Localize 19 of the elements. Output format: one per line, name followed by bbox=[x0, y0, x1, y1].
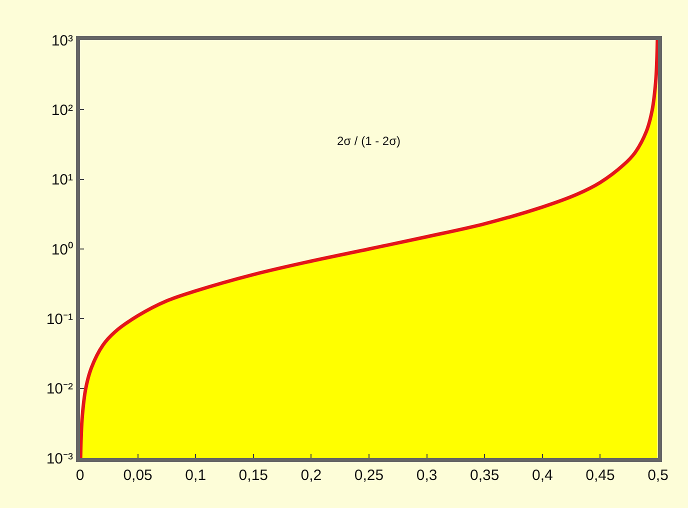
y-tick-label: 10⁻² bbox=[46, 380, 73, 398]
annotation: 2σ / (1 - 2σ) bbox=[337, 134, 400, 148]
x-tick-label: 0,25 bbox=[354, 467, 384, 484]
x-tick-label: 0,45 bbox=[586, 467, 615, 484]
x-tick-label: 0,2 bbox=[300, 467, 322, 484]
x-tick-label: 0,4 bbox=[532, 467, 553, 484]
x-tick-label: 0,35 bbox=[470, 467, 500, 484]
x-tick-label: 0,1 bbox=[185, 467, 206, 484]
y-tick-label: 10⁻³ bbox=[46, 450, 73, 468]
x-tick-label: 0,3 bbox=[416, 467, 438, 484]
y-tick-label: 10¹ bbox=[51, 172, 73, 189]
y-tick-label: 10² bbox=[51, 102, 73, 119]
y-tick-label: 10³ bbox=[51, 32, 73, 50]
x-tick-label: 0,15 bbox=[238, 467, 268, 484]
y-tick-label: 10⁰ bbox=[51, 241, 73, 258]
x-tick-label: 0 bbox=[76, 467, 84, 484]
x-tick-label: 0,05 bbox=[123, 467, 152, 484]
x-tick-label: 0,5 bbox=[648, 467, 668, 484]
y-tick-label: 10⁻¹ bbox=[46, 310, 73, 328]
